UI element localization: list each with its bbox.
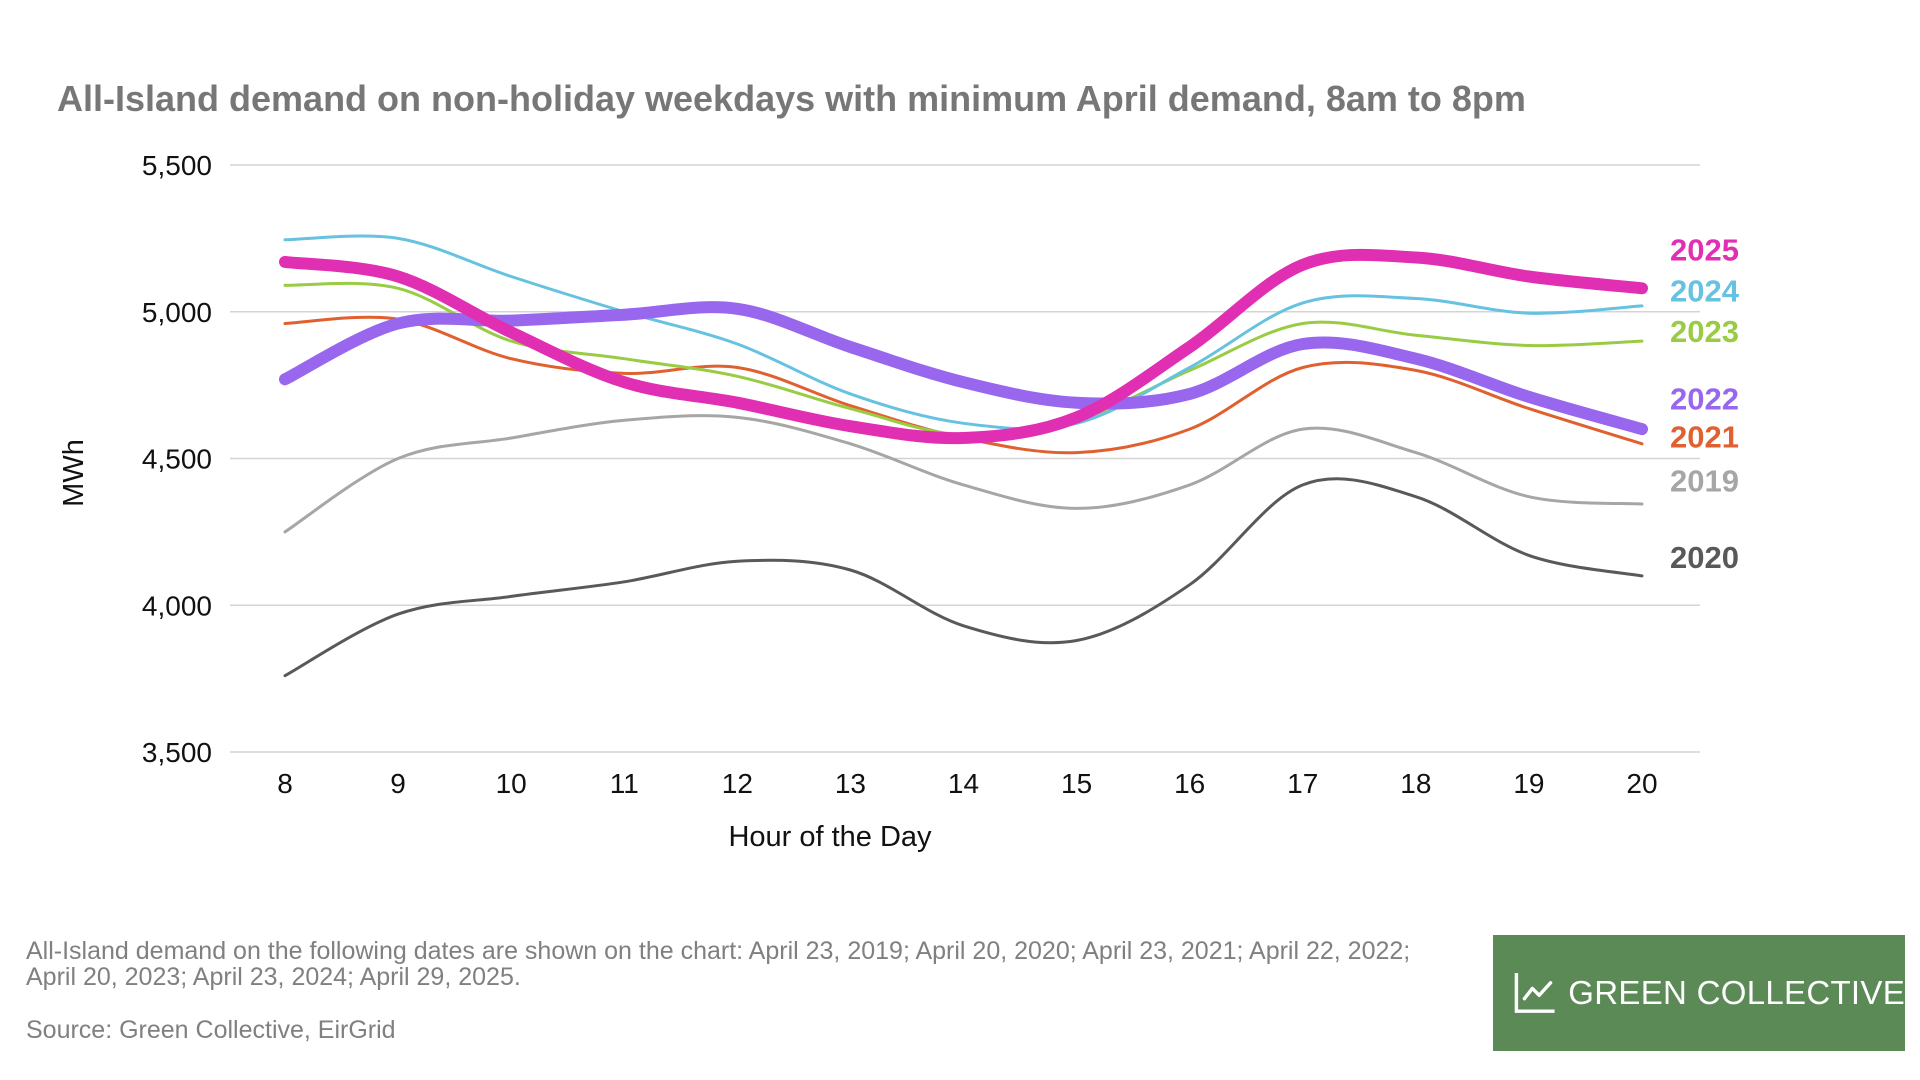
x-tick-label: 13 [835,768,866,799]
series-line-2020 [283,477,1644,678]
y-axis-title: MWh [58,439,90,507]
x-axis-title: Hour of the Day [728,821,932,853]
legend-label-2021: 2021 [1670,419,1739,454]
x-axis-ticks: 8 9 10 11 12 13 14 15 16 17 18 19 20 [277,768,1657,799]
y-tick-label: 4,000 [142,590,212,621]
x-tick-label: 11 [610,768,639,799]
y-axis-ticks: 3,500 4,000 4,500 5,000 5,500 [142,150,212,768]
y-tick-label: 3,500 [142,737,212,768]
x-tick-label: 14 [948,768,979,799]
y-tick-label: 5,500 [142,150,212,181]
legend-label-2020: 2020 [1670,540,1739,575]
x-tick-label: 18 [1400,768,1431,799]
series-line-2025 [279,248,1648,445]
y-tick-label: 5,000 [142,297,212,328]
series-line-2019 [283,414,1644,534]
x-tick-label: 8 [277,768,293,799]
chart-title: All-Island demand on non-holiday weekday… [57,78,1526,119]
legend-label-2022: 2022 [1670,381,1739,416]
x-tick-label: 19 [1513,768,1544,799]
series-line-2024 [283,234,1644,431]
line-chart-icon [1514,973,1555,1013]
x-tick-label: 16 [1174,768,1205,799]
chart-source: Source: Green Collective, EirGrid [26,1016,396,1044]
line-chart: 3,500 4,000 4,500 5,000 5,500 8 9 10 11 12 13 14 15… [58,150,1740,853]
logo-text: GREEN COLLECTIVE [1568,974,1905,1011]
x-tick-label: 20 [1626,768,1657,799]
legend-label-2025: 2025 [1670,233,1739,268]
series-lines [279,234,1648,678]
legend-label-2023: 2023 [1670,314,1739,349]
legend-label-2024: 2024 [1670,274,1740,309]
y-tick-label: 4,500 [142,444,212,475]
green-collective-logo: GREEN COLLECTIVE [1493,935,1905,1051]
legend-label-2019: 2019 [1670,464,1739,499]
x-tick-label: 17 [1287,768,1318,799]
x-tick-label: 9 [390,768,406,799]
x-tick-label: 12 [722,768,753,799]
series-line-2022 [279,301,1648,436]
x-tick-label: 10 [496,768,527,799]
x-tick-label: 15 [1061,768,1092,799]
chart-footnote: All-Island demand on the following dates… [26,937,1411,991]
